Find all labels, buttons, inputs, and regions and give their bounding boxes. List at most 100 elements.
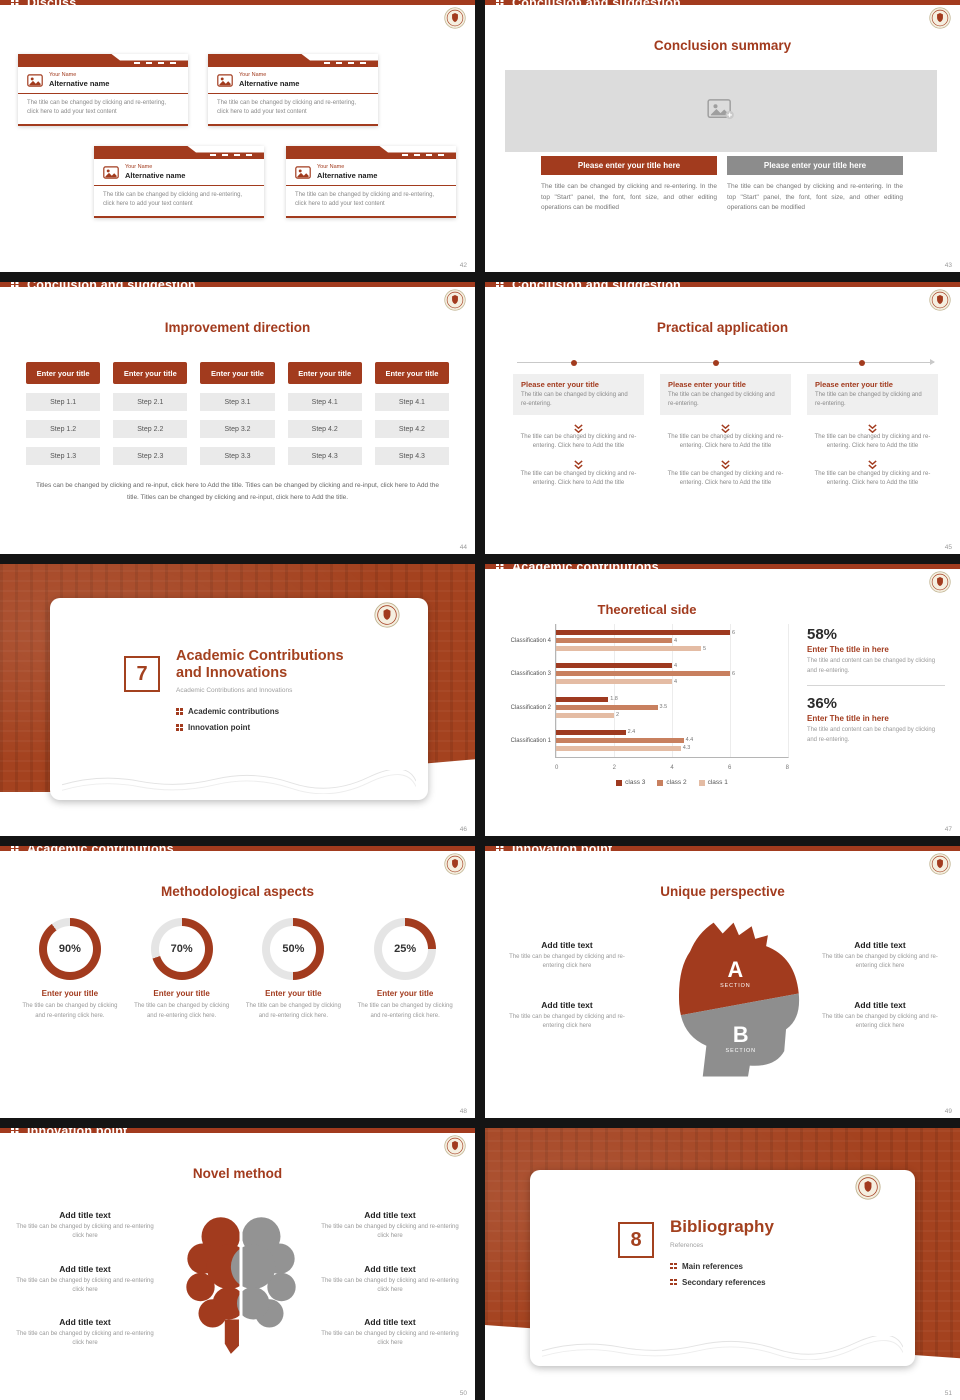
folder-tab-dashes: [210, 154, 256, 156]
add-title-desc: The title can be changed by clicking and…: [16, 1224, 154, 1240]
slide-45-practical-application[interactable]: Conclusion and suggestion Practical appl…: [485, 282, 960, 554]
bar: [556, 704, 658, 710]
step-cell: Step 4.1: [287, 393, 362, 411]
header-bullet-icon: [11, 846, 20, 853]
title-text-block[interactable]: Add title text The title can be changed …: [499, 1000, 635, 1032]
step-column-2: Enter your title Step 2.1 Step 2.2 Step …: [113, 362, 188, 465]
section-number: 8: [618, 1222, 654, 1258]
page-number: 47: [944, 826, 952, 833]
donut-title: Enter your title: [41, 989, 99, 998]
title-text-block[interactable]: Add title text The title can be changed …: [10, 1264, 160, 1296]
profile-card[interactable]: Your Name Alternative name The title can…: [18, 54, 188, 126]
stat-panel: 58% Enter The title in here The title an…: [807, 626, 945, 745]
content-title: Improvement direction: [164, 320, 311, 335]
image-placeholder[interactable]: [505, 70, 937, 152]
title-box-title: Please enter your title: [668, 380, 746, 389]
profile-card[interactable]: Your Name Alternative name The title can…: [208, 54, 378, 126]
bullet-icon: [670, 1262, 677, 1270]
enter-title-button-left[interactable]: Please enter your title here: [541, 156, 717, 175]
profile-card[interactable]: Your Name Alternative name The title can…: [286, 146, 456, 218]
folder-tab: [18, 54, 188, 67]
donut-item: 50% Enter your title The title can be ch…: [238, 918, 350, 1021]
page-number: 50: [459, 1390, 467, 1397]
title-text-block[interactable]: Add title text The title can be changed …: [499, 940, 635, 972]
add-title-text: Add title text: [364, 1210, 416, 1220]
title-box[interactable]: Please enter your title The title can be…: [660, 374, 791, 415]
enter-title-button-right[interactable]: Please enter your title here: [727, 156, 903, 175]
step-text: The title can be changed by clicking and…: [814, 434, 931, 450]
slide-48-methodological-aspects[interactable]: Academic contributions Methodological as…: [0, 846, 475, 1118]
header-bullet-icon: [496, 282, 505, 289]
slide-47-theoretical-side[interactable]: Academic contributions Theoretical side …: [485, 564, 960, 836]
slide-49-unique-perspective[interactable]: Innovation point Unique perspective Add …: [485, 846, 960, 1118]
content-title: Novel method: [192, 1166, 283, 1181]
enter-title-button[interactable]: Enter your title: [374, 362, 450, 384]
profile-card[interactable]: Your Name Alternative name The title can…: [94, 146, 264, 218]
section-bullet: Main references: [670, 1262, 899, 1271]
step-cell: Step 4.3: [374, 447, 450, 465]
slide-header-title: Innovation point: [512, 846, 613, 856]
enter-title-button[interactable]: Enter your title: [287, 362, 362, 384]
section-a-caption: SECTION: [720, 983, 750, 989]
x-axis-tick: 8: [785, 765, 789, 771]
stat-desc: The title and content can be changed by …: [807, 658, 936, 674]
add-title-text: Add title text: [59, 1210, 111, 1220]
section-title: Bibliography: [670, 1217, 774, 1236]
title-box-desc: The title can be changed by clicking and…: [521, 392, 628, 407]
content-title: Methodological aspects: [160, 884, 315, 899]
title-text-block[interactable]: Add title text The title can be changed …: [812, 1000, 948, 1032]
slide-44-improvement-direction[interactable]: Conclusion and suggestion Improvement di…: [0, 282, 475, 554]
slide-46-section-cover[interactable]: 7 Academic Contributions and Innovations …: [0, 564, 475, 836]
title-box-title: Please enter your title: [521, 380, 599, 389]
slide-50-novel-method[interactable]: Innovation point Novel method Add title …: [0, 1128, 475, 1400]
enter-title-button[interactable]: Enter your title: [200, 362, 275, 384]
school-emblem-logo: [444, 853, 466, 875]
title-box[interactable]: Please enter your title The title can be…: [807, 374, 938, 415]
step-cell: Step 2.3: [113, 447, 188, 465]
title-text-block[interactable]: Add title text The title can be changed …: [315, 1264, 465, 1296]
slide-42-discuss[interactable]: Discuss Your Name Alternative name The t…: [0, 0, 475, 272]
section-bullets: Main references Secondary references: [670, 1262, 899, 1287]
x-axis-tick: 0: [555, 765, 559, 771]
slide-51-section-cover[interactable]: 8 Bibliography References Main reference…: [485, 1128, 960, 1400]
section-bullet: Secondary references: [670, 1278, 899, 1287]
bullet-icon: [176, 724, 183, 731]
add-title-desc: The title can be changed by clicking and…: [321, 1277, 459, 1293]
content-title: Unique perspective: [660, 884, 785, 899]
step-cell: Step 4.1: [374, 393, 450, 411]
donut-item: 25% Enter your title The title can be ch…: [349, 918, 461, 1021]
slide-header-title: Academic contributions: [512, 564, 659, 574]
body-text-left: The title can be changed by clicking and…: [541, 183, 717, 212]
enter-title-button[interactable]: Enter your title: [113, 362, 188, 384]
title-box[interactable]: Please enter your title The title can be…: [513, 374, 644, 415]
title-text-block[interactable]: Add title text The title can be changed …: [10, 1317, 160, 1349]
title-text-block[interactable]: Add title text The title can be changed …: [315, 1317, 465, 1349]
text-blocks-left: Add title text The title can be changed …: [10, 1210, 160, 1349]
content-title: Conclusion summary: [653, 38, 792, 53]
legend-item: class 2: [657, 779, 687, 786]
double-chevron-down-icon: [573, 420, 584, 434]
donut-percent: 50%: [282, 943, 305, 955]
chart-plot-area: 6 4 5 4 6 4 1.8 3.5 2 2.4 4.4 4.3: [555, 624, 789, 758]
donut-percent: 25%: [394, 943, 417, 955]
step-text: The title can be changed by clicking and…: [667, 470, 784, 486]
section-cover-card: 8 Bibliography References Main reference…: [530, 1170, 915, 1366]
step-cell: Step 3.2: [200, 420, 275, 438]
section-title: Academic Contributions and Innovations: [176, 648, 344, 682]
add-title-text: Add title text: [541, 999, 593, 1010]
folder-tab: [94, 146, 264, 159]
slide-43-conclusion-summary[interactable]: Conclusion and suggestion Conclusion sum…: [485, 0, 960, 272]
step-text: The title can be changed by clicking and…: [667, 434, 784, 450]
title-text-block[interactable]: Add title text The title can be changed …: [10, 1210, 160, 1242]
stat-block: 58% Enter The title in here The title an…: [807, 626, 945, 676]
y-axis-label: Classification 4: [510, 637, 551, 644]
title-text-block[interactable]: Add title text The title can be changed …: [315, 1210, 465, 1242]
donut-title: Enter your title: [153, 989, 210, 998]
decorative-wave: [62, 770, 416, 794]
bar-group: 1.8 3.5 2: [556, 696, 788, 718]
section-subtitle: Academic Contributions and Innovations: [176, 687, 293, 695]
enter-title-button[interactable]: Enter your title: [26, 362, 101, 384]
title-text-block[interactable]: Add title text The title can be changed …: [812, 940, 948, 972]
chart-x-ticks: 0 2 4 6 8: [555, 765, 789, 771]
